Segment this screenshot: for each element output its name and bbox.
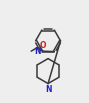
Text: N: N (34, 47, 41, 56)
Text: N: N (45, 85, 51, 94)
Text: O: O (39, 41, 46, 50)
